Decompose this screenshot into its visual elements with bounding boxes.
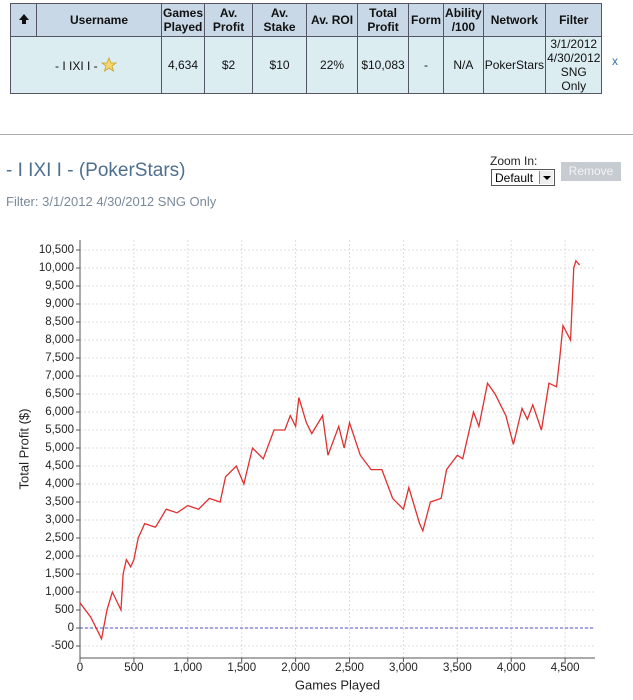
cell: 4,634 [160, 36, 206, 94]
y-axis-label: Total Profit ($) [16, 409, 31, 490]
x-tick-label: 1,000 [173, 662, 202, 674]
y-tick-label: 6,000 [45, 406, 74, 418]
y-tick-label: 4,000 [45, 478, 74, 490]
x-tick-label: 2,500 [335, 662, 364, 674]
cell: N/A [443, 36, 484, 94]
header-cell[interactable]: Av. Stake [252, 3, 308, 37]
y-tick-label: 9,500 [45, 280, 74, 292]
y-tick-label: 10,500 [39, 244, 74, 256]
x-tick-label: 4,500 [551, 662, 580, 674]
y-tick-label: 7,500 [45, 352, 74, 364]
y-tick-label: 5,500 [45, 424, 74, 436]
remove-row-link[interactable]: x [612, 54, 618, 68]
y-tick-label: 5,000 [45, 442, 74, 454]
username[interactable]: - I IXI I - [54, 59, 98, 73]
dropdown-arrow [539, 171, 553, 184]
y-tick-label: 4,500 [45, 460, 74, 472]
cell: 3/1/2012 4/30/2012 SNG Only [545, 36, 603, 94]
y-tick-label: 3,500 [45, 496, 74, 508]
star-icon [100, 56, 118, 72]
x-tick-label: 4,000 [497, 662, 526, 674]
cell: $10 [252, 36, 308, 94]
y-tick-label: 2,500 [45, 532, 74, 544]
username-cell[interactable]: - I IXI I - [10, 36, 162, 94]
header-cell[interactable]: Total Profit [357, 3, 410, 37]
y-tick-label: 1,500 [45, 568, 74, 580]
y-tick-label: 6,500 [45, 388, 74, 400]
sort-icon[interactable] [10, 3, 37, 37]
y-tick-label: 1,000 [45, 586, 74, 598]
filter-text: Filter: 3/1/2012 4/30/2012 SNG Only [6, 194, 217, 209]
y-tick-label: 8,000 [45, 334, 74, 346]
header-cell[interactable]: Filter [545, 3, 603, 37]
cell: - [408, 36, 445, 94]
cell: $2 [204, 36, 254, 94]
header-row: Username Games Played Av. Profit Av. Sta… [10, 3, 603, 37]
x-tick-label: 1,500 [227, 662, 256, 674]
y-tick-label: 0 [68, 622, 74, 634]
cell: $10,083 [357, 36, 410, 94]
y-tick-label: 9,000 [45, 298, 74, 310]
y-tick-label: 3,000 [45, 514, 74, 526]
chart: -50005001,0001,5002,0002,5003,0003,5004,… [16, 240, 595, 692]
header-cell[interactable]: Av. Profit [204, 3, 254, 37]
x-axis-label: Games Played [295, 677, 380, 692]
y-tick-label: 500 [55, 604, 74, 616]
remove-button[interactable]: Remove [561, 162, 621, 181]
data-row: - I IXI I - 4,634 $2 $10 22% $10,083 - N… [10, 36, 603, 94]
header-cell[interactable]: Form [408, 3, 445, 37]
header-cell[interactable]: Network [482, 3, 547, 37]
divider [0, 134, 633, 135]
y-tick-label: 2,000 [45, 550, 74, 562]
profit-line [79, 259, 581, 641]
zoom-value: Default [495, 171, 534, 185]
y-tick-label: 10,000 [39, 262, 74, 274]
header-cell[interactable]: Games Played [160, 3, 206, 37]
x-tick-label: 3,000 [389, 662, 418, 674]
header-cell[interactable]: Username [36, 3, 162, 37]
cell: 22% [306, 36, 359, 94]
y-tick-label: 8,500 [45, 316, 74, 328]
cell: PokerStars [482, 36, 547, 94]
x-tick-label: 0 [77, 662, 83, 674]
up-arrow [18, 13, 29, 24]
players-table: Username Games Played Av. Profit Av. Sta… [10, 3, 603, 94]
header-cell[interactable]: Av. ROI [306, 3, 359, 37]
y-tick-label: 7,000 [45, 370, 74, 382]
x-tick-label: 2,000 [281, 662, 310, 674]
header-cell[interactable]: Ability /100 [443, 3, 484, 37]
x-tick-label: 3,500 [443, 662, 472, 674]
zoom-label: Zoom In: [490, 154, 538, 168]
x-tick-label: 500 [124, 662, 143, 674]
player-title: - I IXI I - (PokerStars) [6, 160, 186, 181]
y-tick-label: -500 [51, 640, 74, 652]
zoom-select[interactable]: Default [491, 169, 555, 186]
